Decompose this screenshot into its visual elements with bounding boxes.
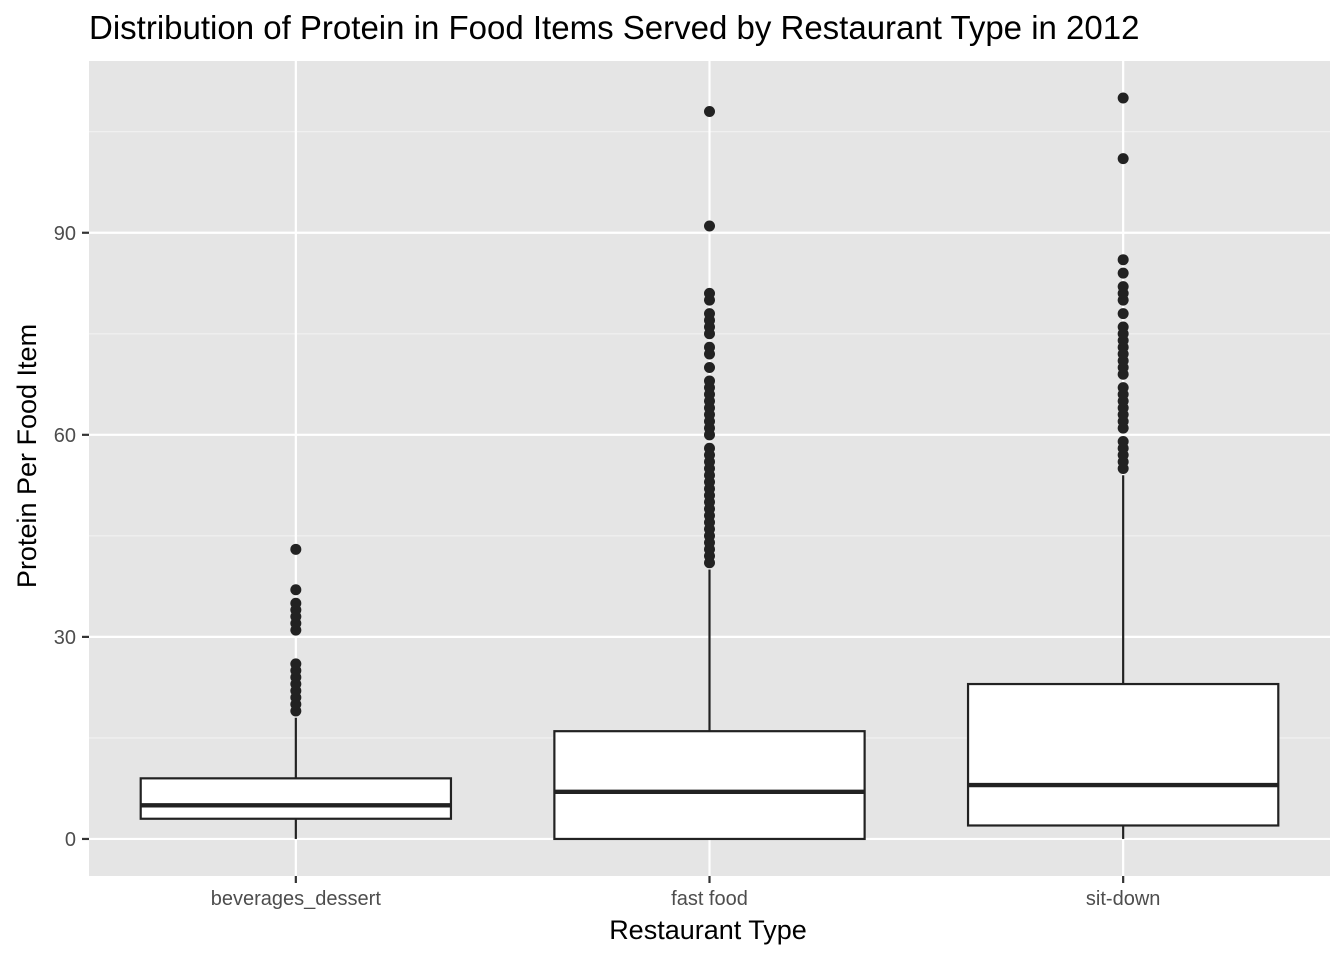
outlier-point bbox=[704, 375, 715, 387]
outlier-point bbox=[1117, 321, 1129, 333]
outlier-point bbox=[1117, 281, 1129, 293]
outlier-point bbox=[704, 106, 715, 118]
outlier-point bbox=[1117, 254, 1129, 266]
y-tick-label: 0 bbox=[65, 829, 76, 851]
x-tick-label: beverages_dessert bbox=[211, 888, 382, 910]
outlier-point bbox=[290, 543, 302, 555]
box-iqr bbox=[966, 682, 1280, 827]
outlier-point bbox=[1117, 153, 1129, 165]
outlier-point bbox=[704, 442, 715, 454]
box-sit-down bbox=[966, 92, 1280, 839]
outlier-point bbox=[1117, 267, 1129, 279]
outlier-point bbox=[704, 220, 715, 232]
outlier-point bbox=[1117, 436, 1129, 448]
y-tick-label: 90 bbox=[54, 223, 76, 245]
y-tick-label: 60 bbox=[54, 425, 76, 447]
outlier-point bbox=[704, 341, 715, 353]
outlier-point bbox=[704, 287, 715, 299]
outlier-point bbox=[1117, 92, 1129, 104]
outlier-point bbox=[290, 584, 302, 596]
outlier-point bbox=[704, 361, 715, 373]
chart-title: Distribution of Protein in Food Items Se… bbox=[89, 9, 1139, 46]
outlier-point bbox=[704, 308, 715, 320]
x-tick-label: fast food bbox=[671, 888, 748, 910]
outlier-point bbox=[1117, 308, 1129, 320]
box-series bbox=[139, 92, 1280, 841]
box-iqr bbox=[139, 777, 453, 820]
outlier-point bbox=[290, 658, 302, 670]
x-axis-title: Restaurant Type bbox=[609, 915, 807, 945]
y-tick-label: 30 bbox=[54, 627, 76, 649]
outlier-point bbox=[1117, 382, 1129, 394]
box-fast-food bbox=[553, 106, 866, 841]
box-iqr bbox=[553, 730, 866, 841]
outlier-point bbox=[290, 597, 302, 609]
y-axis-title: Protein Per Food Item bbox=[12, 324, 42, 588]
axes: 0 30 60 90 beverages_dessert fast food sit-dow… bbox=[54, 223, 1161, 910]
x-tick-label: sit-down bbox=[1086, 888, 1160, 910]
box-beverages-dessert bbox=[139, 543, 453, 839]
